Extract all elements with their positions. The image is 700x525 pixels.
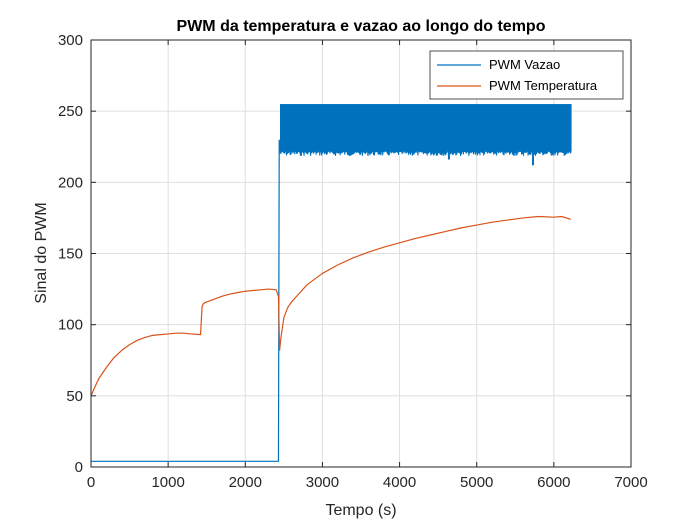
series-line-pwm-temperatura	[90, 215, 572, 397]
y-tick-label: 50	[66, 388, 83, 405]
y-tick-label: 300	[58, 32, 83, 49]
y-axis-label: Sinal do PWM	[33, 202, 50, 303]
series-layer	[90, 104, 572, 462]
legend-label-vazao: PWM Vazao	[489, 57, 560, 72]
series-pwm-vazao	[91, 104, 572, 462]
x-tick-label: 6000	[537, 474, 570, 491]
legend: PWM Vazao PWM Temperatura	[429, 50, 624, 100]
chart-title: PWM da temperatura e vazao ao longo do t…	[177, 18, 546, 35]
x-tick-label: 2000	[229, 474, 262, 491]
x-tick-label: 0	[87, 474, 95, 491]
x-ticks: 0 1000 2000 3000 4000 5000 6000 7000	[87, 40, 648, 491]
y-tick-label: 250	[58, 103, 83, 120]
y-ticks: 0 50 100 150 200 250 300	[58, 32, 631, 476]
y-tick-label: 100	[58, 317, 83, 334]
series-band-pwm-vazao	[280, 104, 571, 152]
x-axis-label: Tempo (s)	[325, 502, 396, 519]
series-band-edge-pwm-vazao	[279, 147, 572, 156]
y-tick-label: 200	[58, 174, 83, 191]
legend-label-temperatura: PWM Temperatura	[489, 78, 598, 93]
x-tick-label: 7000	[614, 474, 647, 491]
x-tick-label: 1000	[151, 474, 184, 491]
x-tick-label: 3000	[306, 474, 339, 491]
series-pwm-temperatura	[90, 215, 572, 397]
x-tick-label: 4000	[383, 474, 416, 491]
y-tick-label: 0	[75, 459, 83, 476]
y-tick-label: 150	[58, 246, 83, 263]
legend-box	[429, 50, 624, 100]
x-tick-label: 5000	[460, 474, 493, 491]
